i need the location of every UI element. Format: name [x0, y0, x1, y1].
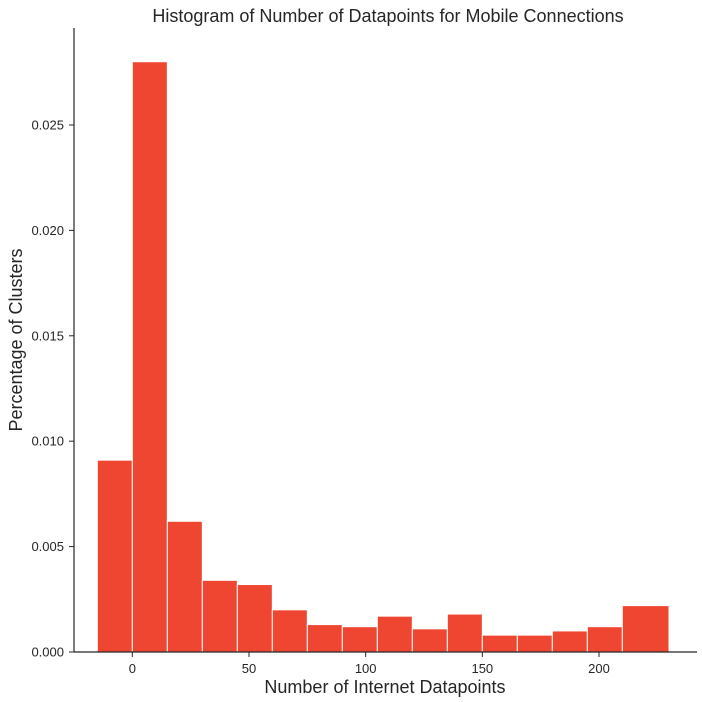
x-ticks-group: 0 50 100 150 200	[129, 652, 610, 676]
histogram-bar-13	[551, 630, 588, 653]
histogram-bar-7	[341, 626, 378, 653]
y-axis-label: Percentage of Clusters	[6, 248, 26, 431]
x-tick-label: 150	[471, 661, 493, 676]
histogram-bar-15	[621, 605, 670, 653]
histogram-bar-6	[306, 624, 343, 653]
bars-group	[96, 61, 670, 653]
histogram-bar-12	[516, 634, 553, 653]
y-tick-label: 0.015	[31, 328, 64, 343]
x-axis-label: Number of Internet Datapoints	[264, 677, 505, 697]
x-tick-label: 100	[355, 661, 377, 676]
y-tick-label: 0.025	[31, 117, 64, 132]
histogram-bar-0	[96, 459, 133, 653]
y-tick-label: 0.020	[31, 223, 64, 238]
y-tick-label: 0.010	[31, 434, 64, 449]
x-tick-label: 50	[242, 661, 256, 676]
y-ticks-group: 0.000 0.005 0.010 0.015 0.020 0.025	[31, 117, 74, 660]
histogram-bar-2	[166, 520, 203, 653]
y-tick-label: 0.000	[31, 645, 64, 660]
histogram-bar-5	[271, 609, 308, 653]
y-tick-label: 0.005	[31, 539, 64, 554]
histogram-bar-9	[411, 628, 448, 653]
histogram-bar-14	[586, 626, 623, 653]
chart-title: Histogram of Number of Datapoints for Mo…	[152, 6, 623, 26]
histogram-bar-3	[201, 579, 238, 653]
x-tick-label: 0	[129, 661, 136, 676]
x-tick-label: 200	[588, 661, 610, 676]
histogram-bar-11	[481, 634, 518, 653]
histogram-bar-1	[131, 61, 168, 653]
histogram-bar-8	[376, 615, 413, 653]
histogram-bar-4	[236, 584, 273, 653]
histogram-bar-10	[446, 613, 483, 653]
